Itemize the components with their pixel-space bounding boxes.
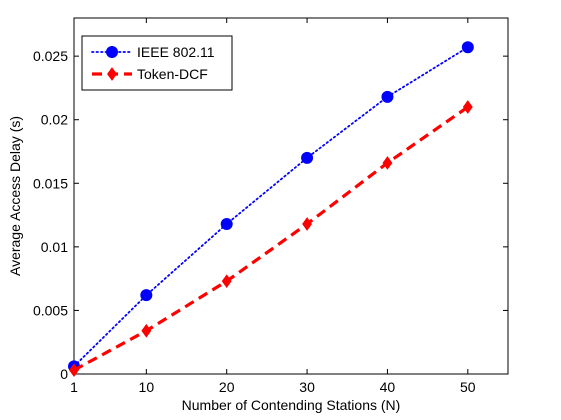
y-tick-label: 0.01: [41, 239, 68, 255]
x-axis-title: Number of Contending Stations (N): [182, 397, 401, 413]
data-point-diamond: [382, 156, 393, 170]
x-tick-label: 50: [460, 379, 476, 395]
y-tick-label: 0.015: [33, 175, 68, 191]
x-tick-label: 1: [70, 379, 78, 395]
y-tick-label: 0.025: [33, 48, 68, 64]
data-point-circle: [220, 217, 233, 230]
data-point-circle: [461, 41, 474, 54]
data-point-diamond: [302, 217, 313, 231]
legend: IEEE 802.11 Token-DCF: [81, 35, 233, 91]
x-tick-label: 40: [380, 379, 396, 395]
data-point-circle: [381, 90, 394, 103]
legend-marker: [106, 46, 118, 58]
data-point-diamond: [141, 323, 152, 338]
y-axis-ticks: 0 0.005 0.01 0.015 0.02 0.025: [33, 48, 508, 382]
y-tick-label: 0.005: [33, 302, 68, 318]
series-1: [69, 100, 473, 378]
legend-label: IEEE 802.11: [137, 44, 215, 60]
data-point-circle: [140, 289, 153, 302]
legend-entry: IEEE 802.11: [91, 44, 215, 60]
x-tick-label: 30: [299, 379, 315, 395]
legend-entry: Token-DCF: [92, 66, 208, 82]
legend-marker: [107, 67, 117, 81]
legend-label: Token-DCF: [137, 66, 208, 82]
data-point-diamond: [69, 363, 79, 378]
x-axis-ticks: 1 10 20 30 40 50: [70, 18, 476, 395]
y-tick-label: 0: [60, 366, 68, 382]
x-tick-label: 10: [139, 379, 155, 395]
series-line: [73, 105, 469, 372]
series-line: [73, 46, 469, 368]
y-tick-label: 0.02: [41, 112, 68, 128]
y-axis-title: Average Access Delay (s): [7, 116, 23, 276]
x-tick-label: 20: [219, 379, 235, 395]
data-point-diamond: [221, 274, 232, 289]
data-point-diamond: [462, 100, 473, 114]
legend-box: [81, 35, 233, 91]
data-point-circle: [301, 151, 314, 164]
series-layer: [68, 41, 474, 378]
